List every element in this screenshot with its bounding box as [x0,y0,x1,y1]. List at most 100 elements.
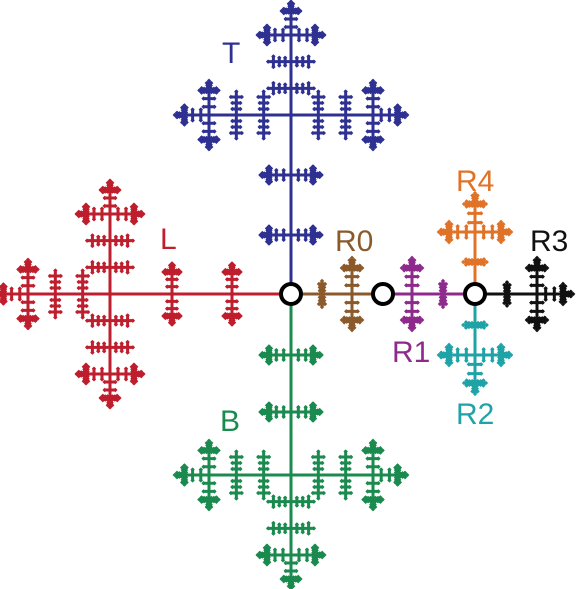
branch-tip [506,355,511,360]
branch-r2 [436,302,514,397]
branch-tip [99,366,105,371]
branch-tip [540,267,545,272]
branch-tip [281,227,286,233]
branch-tip [282,495,288,500]
branch-tip [129,379,135,384]
branch-tip [180,110,185,115]
branch-tip [376,129,381,134]
branch-tip [212,121,217,126]
branch-tip [266,490,272,496]
branch-tip [96,242,101,247]
branch-tip [190,467,195,472]
branch-tip [444,222,449,227]
branch-tip [84,318,90,323]
branch-tip [540,264,545,269]
branch-tip [100,185,105,191]
branch-tip [470,389,475,394]
branch-tip [199,139,204,145]
branch-tip [355,309,360,314]
branch-tip [76,279,81,285]
branch-tip [290,584,296,589]
branch-tip [312,118,317,124]
branch-t [172,0,410,286]
branch-tip [228,130,234,136]
branch-tip [322,288,327,293]
branch-tip [236,271,241,277]
branch-tip [527,320,532,325]
branch-tip [502,297,508,303]
branch-tip [113,203,118,209]
branch-tip [316,281,322,287]
branch-tip [268,226,274,231]
branch-tip [320,550,325,556]
branch-tip [312,478,317,484]
branch-tip [440,304,446,310]
branch-tip [190,118,195,123]
branch-tip [49,303,54,309]
branch-tip [174,306,180,311]
branch-tip [199,445,204,451]
branch-tip [230,460,235,466]
branch-tip [303,237,308,243]
branch-tip [184,480,189,485]
branch-tip [117,187,122,193]
branch-tip [402,115,408,120]
branch-tip [506,350,511,355]
branch-tip [342,263,347,268]
branch-tip [96,349,101,354]
branch-tip [363,499,368,505]
branch-tip [260,230,265,236]
branch-tip [466,320,472,326]
branch-tip [123,377,129,382]
branch-tip [99,206,105,211]
branch-tip [311,59,317,64]
branch-tip [214,90,219,95]
branch-tip [363,450,368,455]
branch-tip [224,306,230,311]
branch-tip [439,232,444,237]
branch-tip [257,484,262,490]
branch-tip [317,411,322,417]
branch-tip [502,282,507,288]
branch-tip [277,530,282,535]
branch-tip [296,227,301,233]
branch-tip [199,450,204,455]
branch-tip [496,222,501,227]
branch-tip [529,319,534,324]
branch-tip [376,121,381,126]
junction-node [371,282,395,306]
branch-tip [234,299,240,304]
branch-tip [342,320,347,325]
branch-tip [76,297,81,303]
branch-tip [363,135,368,140]
branch-tip [271,54,276,59]
branch-tip [101,242,107,247]
branch-tip [234,136,239,141]
branch-tip [239,130,244,136]
branch-tip [113,379,118,385]
branch-tip [174,110,180,115]
branch-tip [179,480,185,485]
branch-tip [478,211,484,216]
branch-tip [280,547,286,552]
branch-tip [281,574,286,580]
branch-tip [310,545,316,550]
branch-tip [230,484,235,490]
branch-tip [558,284,563,289]
branch-tip [376,456,381,461]
branch-tip [339,484,344,490]
branch-tip [184,465,189,470]
branch-tip [277,90,282,95]
branch-tip [466,371,472,376]
branch-tip [179,120,185,125]
branch-tip [266,40,272,45]
branch-tip [201,104,206,109]
branch-tip [125,339,130,345]
branch-tip [417,268,422,273]
branch-tip [257,100,262,106]
branch-tip [542,263,547,268]
branch-tip [404,283,409,288]
branch-tip [268,166,274,171]
branch-tip [368,504,373,510]
branch-tip [139,373,144,379]
